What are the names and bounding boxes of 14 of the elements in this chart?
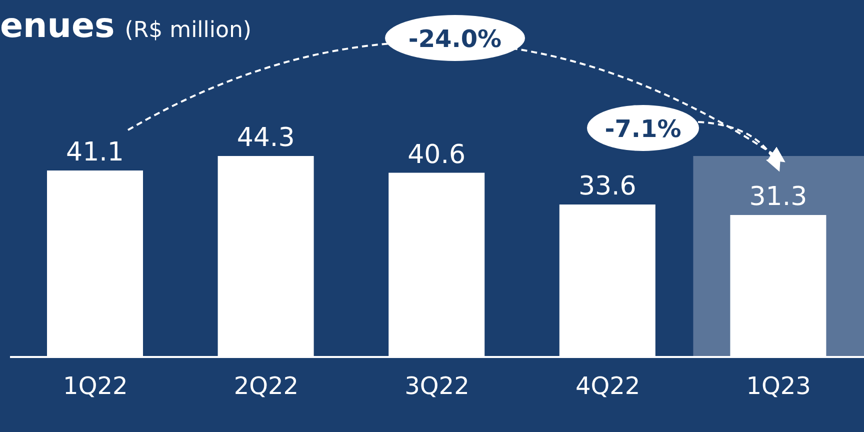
x-tick-label: 2Q22 [234, 372, 299, 400]
chart-title: enues [0, 6, 115, 46]
chart-subtitle: (R$ million) [124, 18, 252, 43]
x-tick-label: 3Q22 [404, 372, 470, 400]
text: -24.0% [408, 25, 502, 53]
data-label: 31.3 [749, 182, 808, 212]
x-tick-label: 1Q23 [746, 372, 811, 400]
data-label: 33.6 [578, 172, 636, 202]
data-label: 40.6 [408, 140, 466, 170]
data-label: 44.3 [236, 123, 295, 153]
data-label: 41.1 [66, 138, 124, 168]
text: -7.1% [604, 115, 682, 143]
x-tick-label: 1Q22 [63, 372, 128, 400]
x-tick-label: 4Q22 [575, 372, 640, 400]
